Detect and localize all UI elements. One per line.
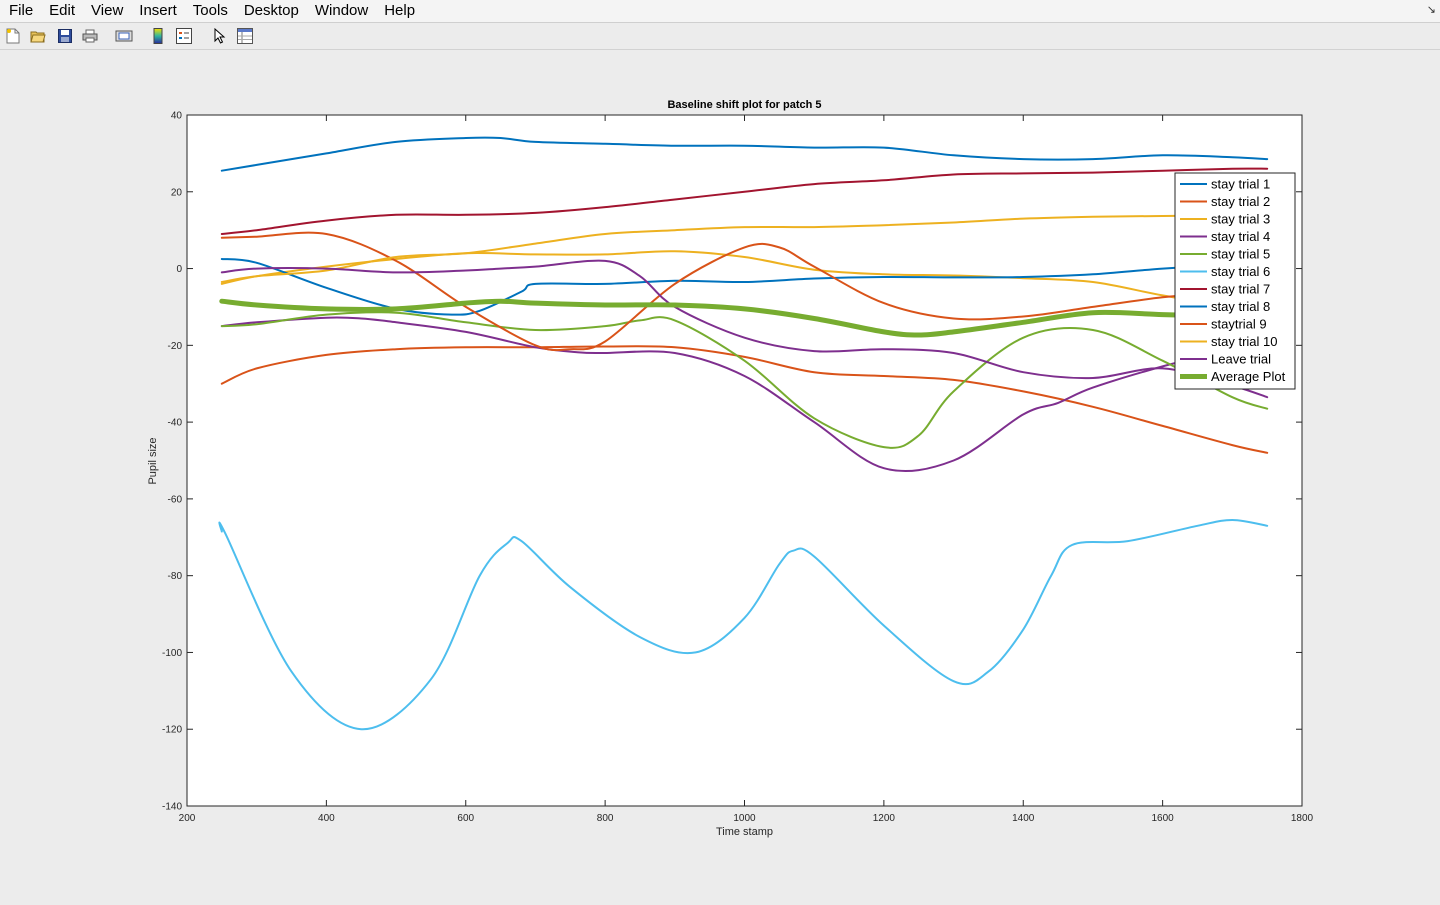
axis-ticks: 200 400 600 800 1000 1200 1400 1600 180040200-20… bbox=[162, 111, 1314, 825]
x-tick-label: 1200 bbox=[873, 813, 896, 824]
chart-svg: Baseline shift plot for patch 5 Time sta… bbox=[147, 99, 1314, 838]
menu-tools[interactable]: Tools bbox=[192, 2, 228, 19]
menu-edit[interactable]: Edit bbox=[49, 2, 76, 19]
y-tick-label: -60 bbox=[168, 494, 183, 505]
property-inspector-icon[interactable] bbox=[236, 27, 254, 45]
axes-box[interactable] bbox=[186, 114, 1303, 807]
y-tick-label: -20 bbox=[168, 341, 183, 352]
series-line-1[interactable] bbox=[220, 136, 1269, 172]
x-tick-label: 400 bbox=[318, 813, 335, 824]
legend[interactable]: stay trial 1 stay trial 2 stay trial 3 stay… bbox=[1174, 172, 1296, 390]
y-tick-label: -40 bbox=[168, 418, 183, 429]
x-axis-label: Time stamp bbox=[716, 826, 773, 838]
y-tick-label: 20 bbox=[171, 187, 183, 198]
legend-entry-label: staytrial 9 bbox=[1211, 317, 1267, 332]
print-preview-icon[interactable] bbox=[115, 27, 133, 45]
series-line-4[interactable] bbox=[220, 316, 1269, 473]
series-group bbox=[218, 136, 1270, 731]
legend-icon[interactable] bbox=[175, 27, 193, 45]
x-tick-label: 1400 bbox=[1012, 813, 1035, 824]
menu-file[interactable]: File bbox=[9, 2, 34, 19]
legend-entry-label: stay trial 8 bbox=[1211, 299, 1270, 314]
series-line-10[interactable] bbox=[220, 214, 1269, 283]
legend-entry-label: stay trial 4 bbox=[1211, 229, 1270, 244]
legend-entry-label: Average Plot bbox=[1211, 369, 1286, 384]
dock-arrow-icon[interactable]: ↘ bbox=[1426, 4, 1436, 16]
x-tick-label: 800 bbox=[597, 813, 614, 824]
series-line-9[interactable] bbox=[220, 231, 1269, 352]
series-line-5[interactable] bbox=[220, 311, 1269, 449]
pointer-icon[interactable] bbox=[211, 27, 229, 45]
print-icon[interactable] bbox=[81, 27, 99, 45]
chart-title: Baseline shift plot for patch 5 bbox=[667, 99, 821, 111]
series-line-12[interactable] bbox=[219, 298, 1270, 338]
figure-toolbar bbox=[0, 23, 1440, 50]
y-tick-label: -140 bbox=[162, 802, 182, 813]
legend-entry-label: Leave trial bbox=[1211, 352, 1271, 367]
series-line-6[interactable] bbox=[218, 519, 1269, 731]
figure-canvas: Baseline shift plot for patch 5 Time sta… bbox=[0, 50, 1440, 900]
legend-entry-label: stay trial 5 bbox=[1211, 247, 1270, 262]
y-tick-label: 40 bbox=[171, 111, 183, 122]
new-figure-icon[interactable] bbox=[4, 27, 22, 45]
y-tick-label: -100 bbox=[162, 648, 182, 659]
y-tick-label: 0 bbox=[176, 264, 182, 275]
colorbar-icon[interactable] bbox=[149, 27, 167, 45]
legend-entry-label: stay trial 6 bbox=[1211, 264, 1270, 279]
menu-desktop[interactable]: Desktop bbox=[243, 2, 299, 19]
legend-entry-label: stay trial 10 bbox=[1211, 334, 1277, 349]
x-tick-label: 200 bbox=[179, 813, 196, 824]
series-line-2[interactable] bbox=[220, 345, 1269, 454]
save-icon[interactable] bbox=[56, 27, 74, 45]
series-line-7[interactable] bbox=[220, 167, 1269, 235]
y-axis-label: Pupil size bbox=[147, 437, 159, 484]
menu-view[interactable]: View bbox=[91, 2, 124, 19]
menu-help[interactable]: Help bbox=[384, 2, 416, 19]
legend-entry-label: stay trial 7 bbox=[1211, 282, 1270, 297]
open-file-icon[interactable] bbox=[29, 27, 47, 45]
menu-insert[interactable]: Insert bbox=[139, 2, 177, 19]
y-tick-label: -120 bbox=[162, 725, 182, 736]
legend-entry-label: stay trial 2 bbox=[1211, 194, 1270, 209]
legend-entry-label: stay trial 3 bbox=[1211, 212, 1270, 227]
menu-window[interactable]: Window bbox=[314, 2, 369, 19]
x-tick-label: 1600 bbox=[1152, 813, 1175, 824]
menu-bar: File Edit View Insert Tools Desktop Wind… bbox=[0, 0, 1440, 23]
x-tick-label: 1000 bbox=[733, 813, 756, 824]
x-tick-label: 1800 bbox=[1291, 813, 1314, 824]
legend-box[interactable] bbox=[1174, 172, 1296, 390]
series-line-11[interactable] bbox=[220, 259, 1269, 399]
x-tick-label: 600 bbox=[457, 813, 474, 824]
legend-entry-label: stay trial 1 bbox=[1211, 177, 1270, 192]
y-tick-label: -80 bbox=[168, 571, 183, 582]
